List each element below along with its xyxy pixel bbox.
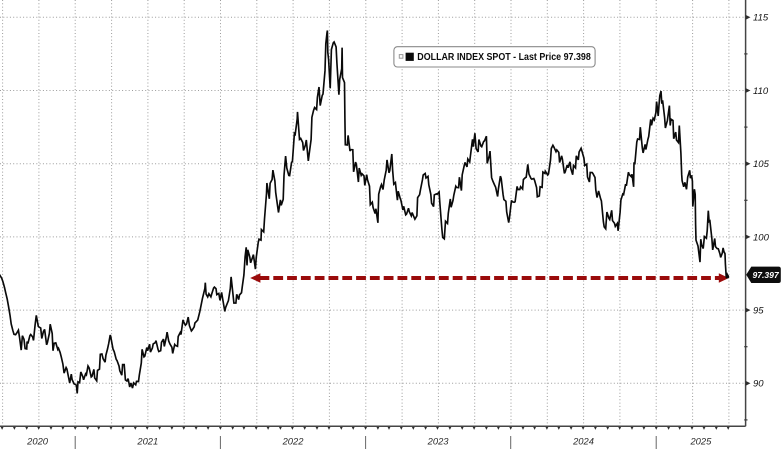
svg-text:110: 110 [753, 86, 769, 97]
svg-text:100: 100 [753, 232, 770, 243]
svg-text:2020: 2020 [26, 436, 49, 447]
svg-text:2022: 2022 [282, 436, 305, 447]
svg-text:2021: 2021 [136, 436, 158, 447]
svg-text:105: 105 [753, 159, 770, 170]
svg-text:2025: 2025 [689, 436, 712, 447]
svg-text:2023: 2023 [427, 436, 450, 447]
svg-text:97.397: 97.397 [752, 270, 780, 280]
svg-text:DOLLAR INDEX SPOT - Last Price: DOLLAR INDEX SPOT - Last Price 97.398 [417, 52, 591, 63]
svg-text:2024: 2024 [572, 436, 594, 447]
svg-text:95: 95 [753, 306, 764, 317]
svg-text:115: 115 [753, 13, 769, 24]
svg-text:90: 90 [753, 379, 764, 390]
